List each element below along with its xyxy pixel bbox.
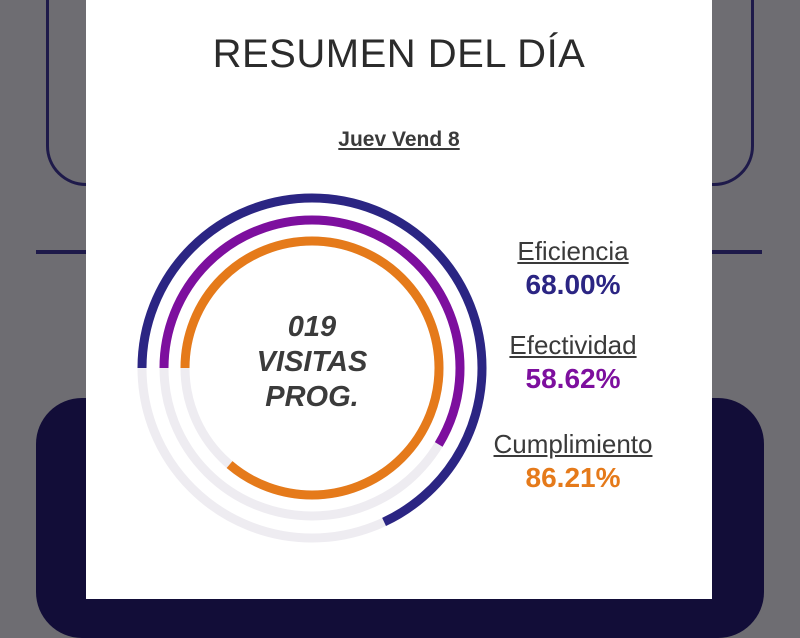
visits-summary: 019 VISITAS PROG. xyxy=(212,310,412,415)
stat-label-efectividad: Efectividad xyxy=(509,330,637,360)
visits-count: 019 xyxy=(287,311,337,343)
background-divider-right xyxy=(712,250,762,254)
stat-value-efectividad: 58.62% xyxy=(525,363,621,394)
seller-name: Juev Vend 8 xyxy=(338,128,460,151)
dialog-footer-text xyxy=(236,590,736,599)
dialog-title: RESUMEN DEL DÍA xyxy=(212,32,586,76)
stat-efectividad: Efectividad 58.62% xyxy=(480,330,666,395)
visits-label: VISITAS xyxy=(256,346,368,379)
progress-rings xyxy=(137,193,487,543)
daily-summary-dialog: RESUMEN DEL DÍA Juev Vend 8 xyxy=(86,0,712,599)
ring-efectividad-progress xyxy=(159,215,465,521)
stat-value-eficiencia: 68.00% xyxy=(525,269,621,300)
stat-label-eficiencia: Eficiencia xyxy=(517,236,629,266)
ring-eficiencia-progress xyxy=(137,193,487,543)
stat-eficiencia: Eficiencia 68.00% xyxy=(480,236,666,301)
visits-sublabel: PROG. xyxy=(265,381,359,414)
background-divider-left xyxy=(36,250,88,254)
stat-label-cumplimiento: Cumplimiento xyxy=(493,429,653,459)
stat-cumplimiento: Cumplimiento 86.21% xyxy=(480,429,666,494)
stat-value-cumplimiento: 86.21% xyxy=(525,462,621,493)
ring-cumplimiento-progress xyxy=(180,236,444,500)
